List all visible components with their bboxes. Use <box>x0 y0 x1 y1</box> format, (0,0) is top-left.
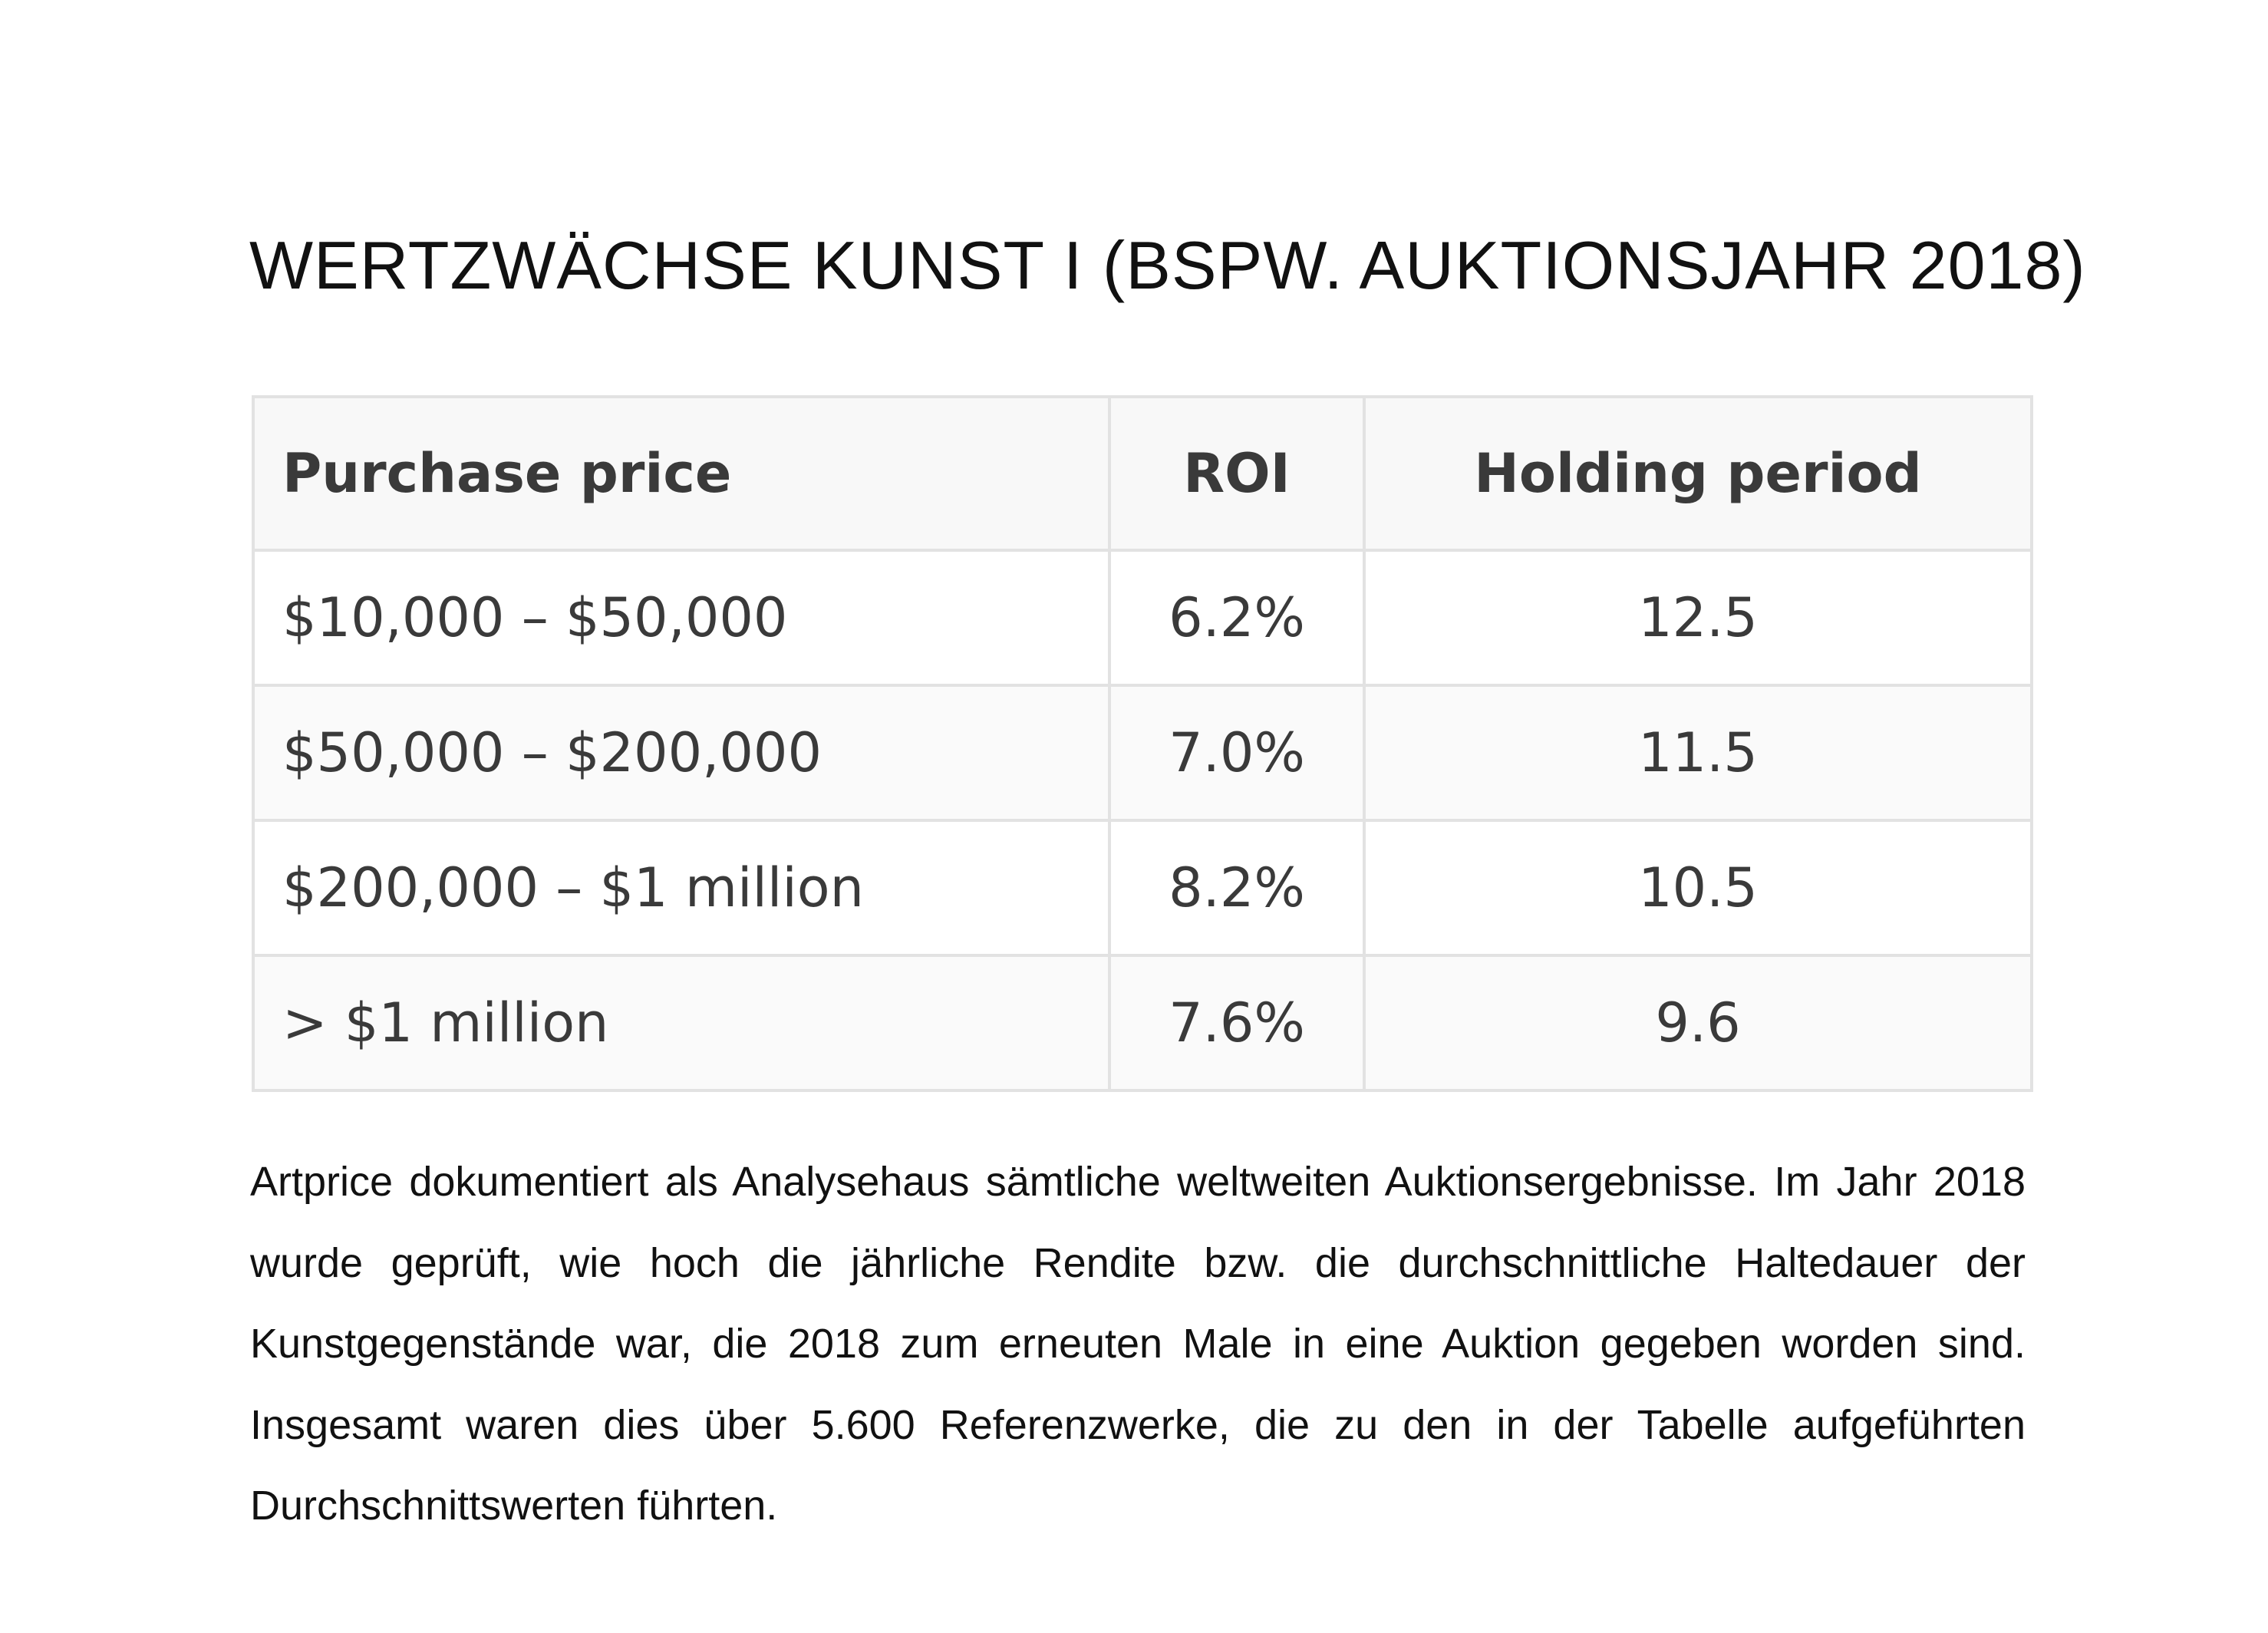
cell-holding-period: 12.5 <box>1363 549 2033 687</box>
cell-purchase-price: $200,000 – $1 million <box>252 819 1111 957</box>
table-row: > $1 million 7.6% 9.6 <box>252 954 2033 1092</box>
header-holding-period: Holding period <box>1363 395 2033 552</box>
cell-purchase-price: $10,000 – $50,000 <box>252 549 1111 687</box>
table-row: $50,000 – $200,000 7.0% 11.5 <box>252 684 2033 822</box>
header-purchase-price: Purchase price <box>252 395 1111 552</box>
cell-purchase-price: > $1 million <box>252 954 1111 1092</box>
page-title: WERTZWÄCHSE KUNST I (BSPW. AUKTIONSJAHR … <box>249 227 2086 303</box>
cell-roi: 8.2% <box>1108 819 1366 957</box>
cell-holding-period: 10.5 <box>1363 819 2033 957</box>
header-roi: ROI <box>1108 395 1366 552</box>
roi-table: Purchase price ROI Holding period $10,00… <box>252 395 2033 1092</box>
cell-purchase-price: $50,000 – $200,000 <box>252 684 1111 822</box>
cell-roi: 6.2% <box>1108 549 1366 687</box>
description-paragraph: Artprice dokumentiert als Analysehaus sä… <box>250 1159 2026 1529</box>
cell-roi: 7.6% <box>1108 954 1366 1092</box>
table-row: $200,000 – $1 million 8.2% 10.5 <box>252 819 2033 957</box>
table-row: $10,000 – $50,000 6.2% 12.5 <box>252 549 2033 687</box>
cell-holding-period: 11.5 <box>1363 684 2033 822</box>
cell-holding-period: 9.6 <box>1363 954 2033 1092</box>
cell-roi: 7.0% <box>1108 684 1366 822</box>
table-header-row: Purchase price ROI Holding period <box>252 395 2033 552</box>
